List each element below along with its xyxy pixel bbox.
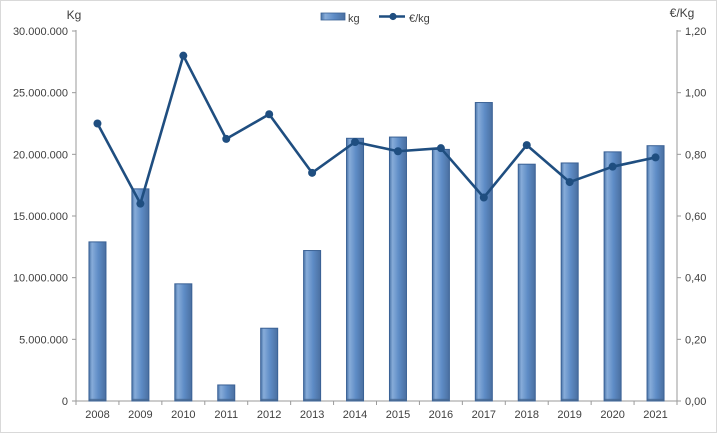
right-axis-tick-label: 0,20 [685,334,706,346]
left-axis-tick-label: 5.000.000 [19,334,68,346]
category-label-2018: 2018 [515,409,539,421]
bar-base-2014 [346,398,364,401]
category-label-2010: 2010 [171,409,195,421]
bar-base-2011 [217,398,235,401]
plot-area: 0 0,00 5.000.000 0,20 10.000.000 0,40 15.000.0… [13,26,706,421]
line-point-2013 [308,168,317,177]
bar-2015 [388,136,407,402]
left-axis-tick-label: 20.000.000 [13,149,68,161]
left-axis-tick-label: 30.000.000 [13,26,68,38]
line-point-2018 [522,141,531,150]
legend-eur-kg-label: €/kg [409,13,430,25]
right-axis-tick-label: 0,80 [685,149,706,161]
bar-base-2018 [518,398,536,401]
bar-base-2010 [174,398,192,401]
line-point-2009 [136,199,145,208]
line-point-2012 [265,110,274,119]
bar-base-2009 [131,398,149,401]
right-axis-tick-label: 1,20 [685,26,706,38]
category-label-2019: 2019 [557,409,581,421]
right-axis-title: €/Kg [670,6,695,20]
category-label-2009: 2009 [128,409,152,421]
bar-base-2016 [432,398,450,401]
category-label-2017: 2017 [472,409,496,421]
category-label-2012: 2012 [257,409,281,421]
left-axis-tick-label: 10.000.000 [13,273,68,285]
right-axis-tick-label: 0,40 [685,273,706,285]
right-axis-tick-label: 0,00 [685,396,706,408]
bar-base-2020 [604,398,622,401]
category-label-2011: 2011 [214,409,238,421]
line-point-2010 [179,51,188,60]
line-point-2021 [651,153,660,162]
bar-2011 [217,384,236,402]
bar-2012 [260,327,279,402]
eur-kg-line [96,54,657,205]
legend-kg-label: kg [348,13,360,25]
bar-2017 [474,102,493,402]
legend-line-marker-icon [389,12,397,21]
category-label-2016: 2016 [429,409,453,421]
bar-base-2015 [389,398,407,401]
category-label-2014: 2014 [343,409,367,421]
line-point-2016 [436,144,445,153]
bar-base-2012 [260,398,278,401]
line-point-2019 [565,178,574,187]
bar-base-2008 [88,398,106,401]
line-point-2011 [222,134,231,143]
bar-2018 [517,163,536,402]
category-label-2015: 2015 [386,409,410,421]
legend: kg €/kg [320,12,430,25]
left-axis-title: Kg [67,8,82,22]
category-label-2008: 2008 [85,409,109,421]
right-axis-tick-label: 1,00 [685,88,706,100]
bar-base-2017 [475,398,493,401]
line-point-2020 [608,162,617,171]
bar-2010 [174,283,193,402]
line-point-2017 [479,193,488,202]
bar-2014 [346,137,365,402]
category-label-2021: 2021 [643,409,667,421]
bar-2009 [131,188,150,402]
left-axis-tick-label: 15.000.000 [13,211,68,223]
bar-2021 [646,145,665,402]
legend-bar-swatch-icon [320,12,346,21]
line-point-2014 [351,138,360,146]
bar-2019 [560,162,579,402]
bar-base-2019 [561,398,579,401]
category-label-2020: 2020 [600,409,624,421]
line-point-2008 [93,119,102,128]
right-axis-tick-label: 0,60 [685,211,706,223]
bar-2020 [603,151,622,402]
bar-base-2021 [647,398,665,401]
bar-2008 [88,241,107,402]
bar-2013 [303,250,322,402]
line-point-2015 [393,147,402,156]
bar-2016 [431,148,450,402]
left-axis-tick-label: 25.000.000 [13,88,68,100]
left-axis-tick-label: 0 [62,396,68,408]
bar-base-2013 [303,398,321,401]
category-label-2013: 2013 [300,409,324,421]
